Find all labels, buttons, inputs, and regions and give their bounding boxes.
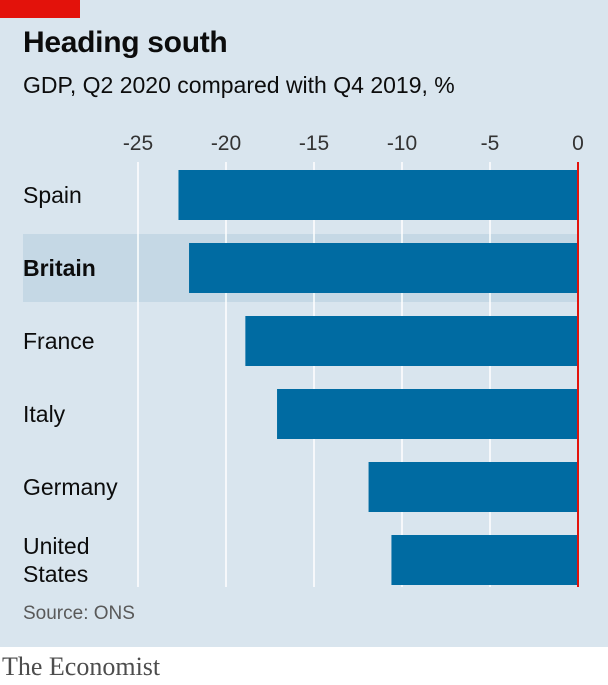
source-note: Source: ONS (23, 603, 135, 624)
x-tick-label: -5 (481, 132, 500, 155)
category-label: Italy (23, 401, 66, 427)
chart-title: Heading south (23, 26, 228, 59)
x-tick-label: -15 (299, 132, 329, 155)
chart-subtitle: GDP, Q2 2020 compared with Q4 2019, % (23, 72, 455, 98)
category-label: Spain (23, 182, 82, 208)
bar-germany (368, 462, 578, 512)
bar-italy (277, 389, 578, 439)
bar-spain (178, 170, 579, 220)
bar-united-states (391, 535, 578, 585)
brand-logo-text: The Economist (2, 652, 161, 681)
x-tick-label: -10 (387, 132, 417, 155)
x-tick-label: 0 (572, 132, 584, 155)
bar-britain (189, 243, 579, 293)
bar-france (245, 316, 579, 366)
bar-chart: -25 -20 -15 -10 -5 0 Spain Britain France Italy G… (23, 132, 584, 587)
category-label: France (23, 328, 95, 354)
category-label: Germany (23, 474, 118, 500)
x-tick-label: -25 (123, 132, 153, 155)
category-label: Britain (23, 255, 96, 281)
category-label: United States (23, 533, 89, 587)
x-tick-label: -20 (211, 132, 241, 155)
brand-red-tag (0, 0, 80, 18)
